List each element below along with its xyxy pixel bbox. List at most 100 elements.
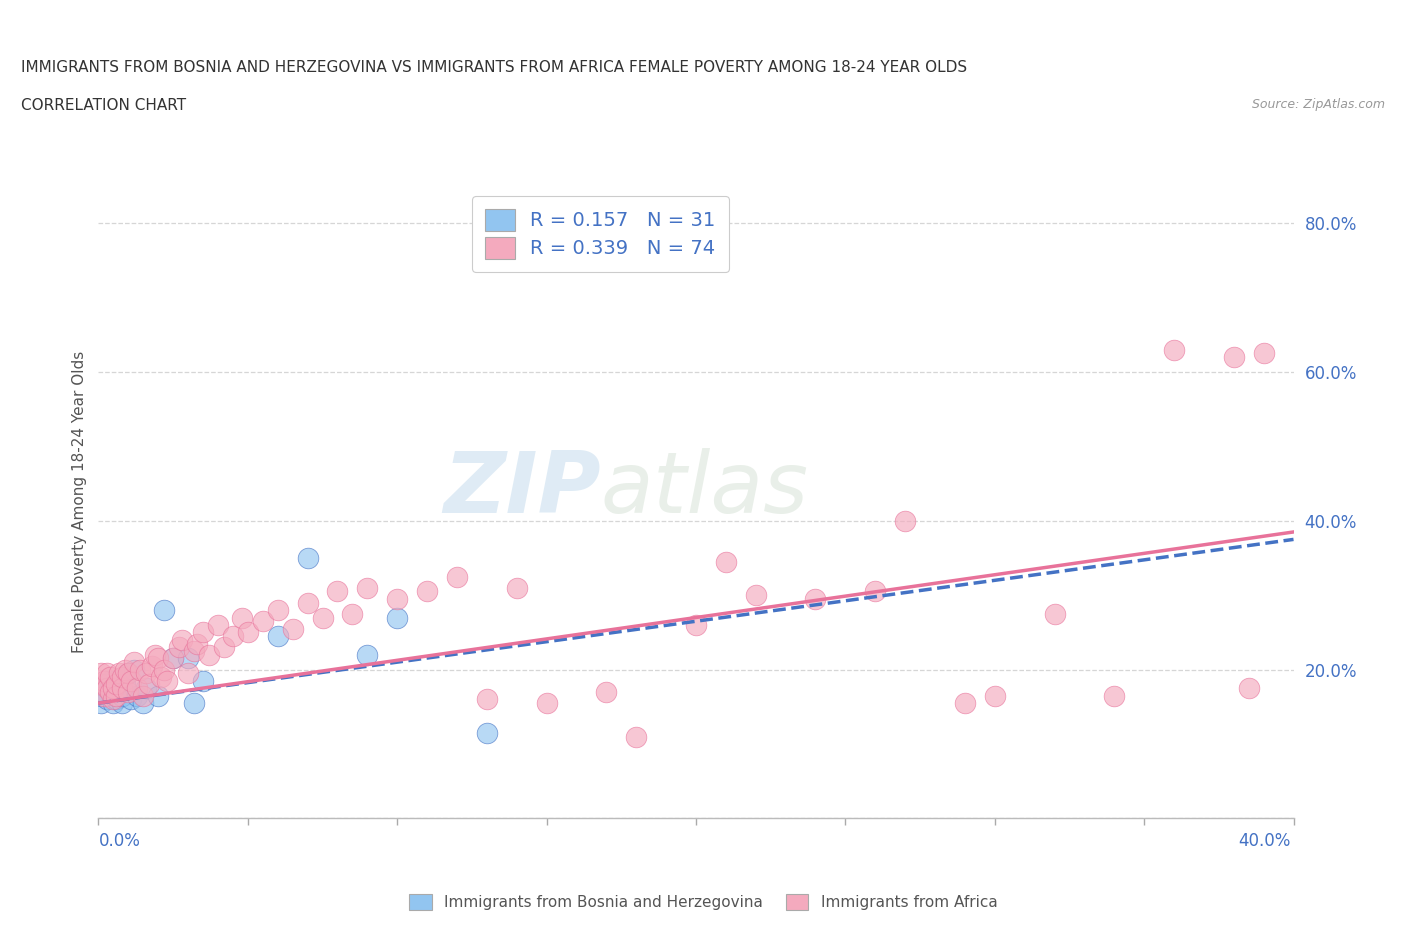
Point bbox=[177, 651, 200, 666]
Point bbox=[114, 662, 136, 677]
Point bbox=[103, 681, 125, 696]
Point bbox=[96, 666, 118, 681]
Point bbox=[385, 610, 409, 625]
Point bbox=[111, 681, 134, 696]
Point bbox=[120, 673, 142, 688]
Point bbox=[183, 644, 205, 658]
Y-axis label: Female Poverty Among 18-24 Year Olds: Female Poverty Among 18-24 Year Olds bbox=[72, 352, 87, 653]
Point bbox=[475, 725, 498, 740]
Point bbox=[90, 696, 112, 711]
Point bbox=[595, 684, 617, 699]
Point bbox=[804, 591, 827, 606]
Point bbox=[297, 551, 319, 565]
Point bbox=[148, 651, 170, 666]
Point bbox=[120, 692, 142, 707]
Point bbox=[135, 681, 157, 696]
Text: ZIP: ZIP bbox=[443, 448, 600, 531]
Point bbox=[446, 569, 468, 584]
Point bbox=[252, 614, 274, 629]
Point bbox=[212, 640, 235, 655]
Point bbox=[103, 684, 125, 699]
Point bbox=[236, 625, 259, 640]
Point bbox=[96, 692, 118, 707]
Point bbox=[326, 584, 349, 599]
Point bbox=[153, 603, 176, 618]
Point bbox=[156, 673, 179, 688]
Point bbox=[191, 673, 214, 688]
Point bbox=[96, 681, 118, 696]
Point bbox=[129, 662, 152, 677]
Point bbox=[132, 696, 155, 711]
Point bbox=[745, 588, 768, 603]
Point bbox=[111, 688, 134, 703]
Point bbox=[1237, 681, 1260, 696]
Point bbox=[356, 580, 378, 595]
Point bbox=[1223, 350, 1246, 365]
Point bbox=[714, 554, 737, 569]
Point bbox=[894, 513, 917, 528]
Point bbox=[186, 636, 208, 651]
Point bbox=[103, 696, 125, 711]
Text: IMMIGRANTS FROM BOSNIA AND HERZEGOVINA VS IMMIGRANTS FROM AFRICA FEMALE POVERTY : IMMIGRANTS FROM BOSNIA AND HERZEGOVINA V… bbox=[21, 60, 967, 75]
Point bbox=[311, 610, 333, 625]
Point bbox=[90, 677, 112, 692]
Point bbox=[93, 684, 115, 699]
Point bbox=[281, 621, 304, 636]
Point bbox=[1253, 346, 1275, 361]
Point bbox=[98, 673, 122, 688]
Point bbox=[105, 692, 128, 707]
Text: 0.0%: 0.0% bbox=[98, 832, 141, 850]
Point bbox=[105, 688, 128, 703]
Point bbox=[685, 618, 707, 632]
Legend: Immigrants from Bosnia and Herzegovina, Immigrants from Africa: Immigrants from Bosnia and Herzegovina, … bbox=[401, 886, 1005, 918]
Point bbox=[1104, 688, 1126, 703]
Point bbox=[143, 647, 166, 662]
Legend: R = 0.157   N = 31, R = 0.339   N = 74: R = 0.157 N = 31, R = 0.339 N = 74 bbox=[472, 195, 728, 272]
Point bbox=[297, 595, 319, 610]
Point bbox=[111, 670, 134, 684]
Point bbox=[222, 629, 245, 644]
Point bbox=[342, 606, 364, 621]
Point bbox=[127, 681, 149, 696]
Point bbox=[191, 625, 214, 640]
Point bbox=[98, 684, 122, 699]
Point bbox=[90, 688, 112, 703]
Point bbox=[148, 688, 170, 703]
Point bbox=[231, 610, 253, 625]
Point bbox=[172, 632, 194, 647]
Point bbox=[983, 688, 1005, 703]
Text: CORRELATION CHART: CORRELATION CHART bbox=[21, 98, 186, 113]
Point bbox=[267, 603, 290, 618]
Point bbox=[953, 696, 976, 711]
Point bbox=[103, 692, 125, 707]
Point bbox=[153, 662, 176, 677]
Point bbox=[177, 666, 200, 681]
Point bbox=[90, 666, 112, 681]
Point bbox=[127, 688, 149, 703]
Point bbox=[117, 666, 139, 681]
Point bbox=[207, 618, 229, 632]
Point bbox=[114, 677, 136, 692]
Point bbox=[124, 662, 146, 677]
Point bbox=[416, 584, 439, 599]
Point bbox=[117, 666, 139, 681]
Text: atlas: atlas bbox=[600, 448, 808, 531]
Point bbox=[150, 670, 173, 684]
Point bbox=[198, 647, 221, 662]
Text: 40.0%: 40.0% bbox=[1239, 832, 1291, 850]
Point bbox=[98, 681, 122, 696]
Point bbox=[1043, 606, 1066, 621]
Point bbox=[108, 681, 131, 696]
Point bbox=[475, 692, 498, 707]
Point bbox=[536, 696, 558, 711]
Point bbox=[162, 651, 184, 666]
Point bbox=[624, 729, 647, 744]
Point bbox=[117, 684, 139, 699]
Point bbox=[162, 651, 184, 666]
Point bbox=[141, 658, 163, 673]
Point bbox=[132, 688, 155, 703]
Point bbox=[93, 673, 115, 688]
Point bbox=[124, 655, 146, 670]
Text: Source: ZipAtlas.com: Source: ZipAtlas.com bbox=[1251, 98, 1385, 111]
Point bbox=[108, 666, 131, 681]
